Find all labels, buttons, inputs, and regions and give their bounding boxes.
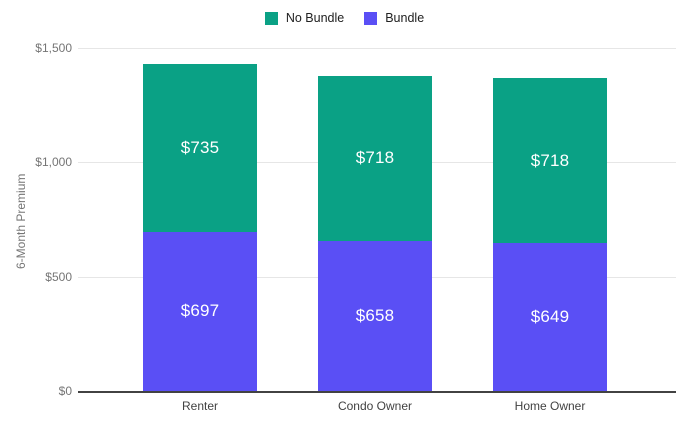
segment-no-bundle-home-owner: $718 <box>493 78 607 243</box>
y-axis-title: 6-Month Premium <box>14 173 28 269</box>
plot-area: $697 $735 $658 $718 $649 $718 <box>78 48 676 393</box>
y-tick-label: $1,500 <box>35 41 72 55</box>
y-tick-label: $1,000 <box>35 155 72 170</box>
gridline-1500 <box>78 48 676 49</box>
segment-bundle-renter: $697 <box>143 231 257 391</box>
value-label: $658 <box>355 305 395 325</box>
category-label-renter: Renter <box>181 399 219 413</box>
bar-condo-owner: $658 $718 <box>318 76 432 391</box>
value-label: $718 <box>530 150 570 170</box>
y-tick-label: $500 <box>45 269 72 284</box>
category-label-condo-owner: Condo Owner <box>337 399 413 413</box>
segment-no-bundle-renter: $735 <box>143 63 257 232</box>
value-label: $697 <box>180 301 220 321</box>
legend-item-bundle: Bundle <box>364 10 425 25</box>
bar-home-owner: $649 $718 <box>493 78 607 391</box>
value-label: $735 <box>180 137 220 157</box>
chart-legend: No Bundle Bundle <box>0 9 689 27</box>
category-label-home-owner: Home Owner <box>514 399 586 413</box>
legend-label-no-bundle: No Bundle <box>285 10 345 25</box>
value-label: $649 <box>530 306 570 326</box>
no-bundle-color-swatch <box>264 11 278 25</box>
legend-item-no-bundle: No Bundle <box>264 10 345 25</box>
bundle-color-swatch <box>364 11 378 25</box>
segment-bundle-home-owner: $649 <box>493 242 607 391</box>
legend-label-bundle: Bundle <box>385 10 425 25</box>
segment-no-bundle-condo-owner: $718 <box>318 76 432 241</box>
segment-bundle-condo-owner: $658 <box>318 240 432 391</box>
bar-renter: $697 $735 <box>143 63 257 391</box>
value-label: $718 <box>355 148 395 168</box>
y-tick-label: $0 <box>58 384 72 398</box>
